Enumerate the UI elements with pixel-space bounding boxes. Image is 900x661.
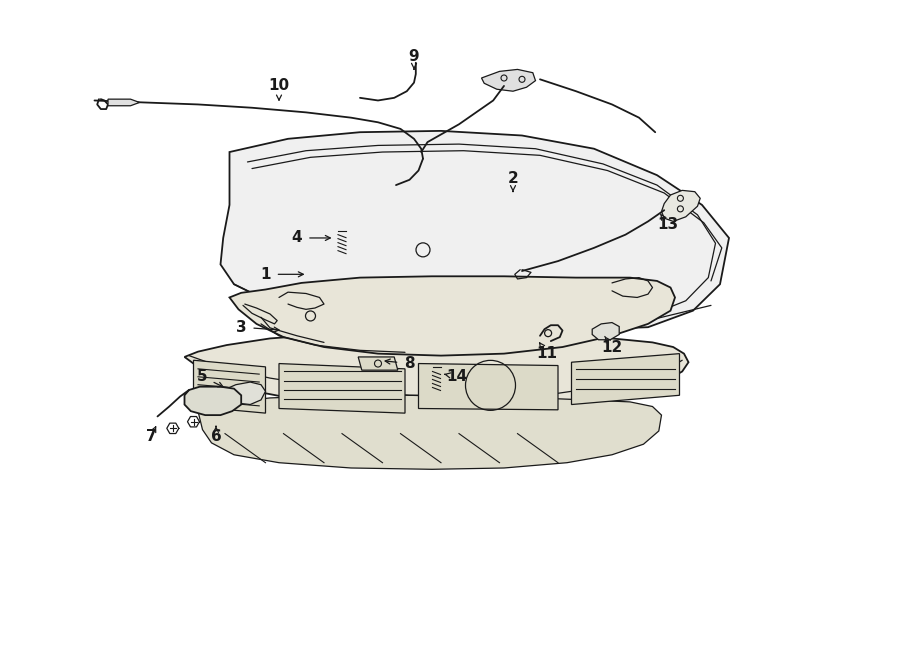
Text: 7: 7 — [146, 429, 157, 444]
Text: 12: 12 — [601, 340, 623, 354]
Text: 10: 10 — [268, 79, 290, 93]
Text: 13: 13 — [657, 217, 679, 232]
Text: 11: 11 — [536, 346, 558, 361]
Polygon shape — [358, 357, 398, 370]
Polygon shape — [184, 333, 688, 413]
Polygon shape — [592, 323, 619, 340]
Text: 2: 2 — [508, 171, 518, 186]
Polygon shape — [279, 364, 405, 413]
Polygon shape — [198, 395, 662, 469]
Polygon shape — [184, 387, 241, 415]
Polygon shape — [227, 382, 266, 405]
Polygon shape — [418, 364, 558, 410]
Polygon shape — [220, 131, 729, 330]
Polygon shape — [108, 99, 140, 106]
Text: 6: 6 — [211, 429, 221, 444]
Polygon shape — [194, 360, 266, 413]
Polygon shape — [482, 69, 536, 91]
Text: 5: 5 — [197, 369, 208, 384]
Text: 9: 9 — [409, 49, 419, 63]
Text: 4: 4 — [292, 231, 302, 245]
Text: 14: 14 — [446, 369, 468, 384]
Text: 8: 8 — [404, 356, 415, 371]
Text: 1: 1 — [260, 267, 271, 282]
Text: 3: 3 — [236, 320, 247, 334]
Polygon shape — [662, 190, 700, 221]
Polygon shape — [230, 276, 675, 356]
Polygon shape — [572, 354, 680, 405]
